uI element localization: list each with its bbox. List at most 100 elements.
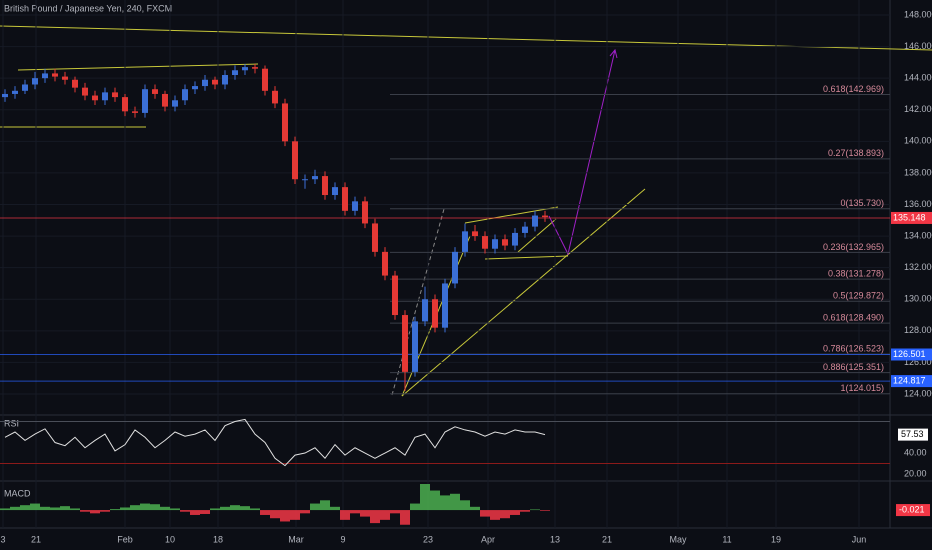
fib-label: 0(135.730) — [840, 198, 884, 208]
candle-body — [422, 299, 428, 322]
trend-line — [464, 206, 559, 224]
candle-body — [22, 84, 28, 91]
candle-body — [542, 215, 548, 218]
fib-label: 0.618(128.490) — [823, 312, 884, 322]
candle-body — [32, 78, 38, 85]
macd-bar — [470, 506, 480, 511]
candle-body — [162, 93, 168, 107]
x-tick-label: 21 — [602, 534, 612, 544]
candle-body — [62, 76, 68, 80]
fib-label: 0.27(138.893) — [828, 148, 884, 158]
macd-bar — [270, 510, 280, 519]
macd-bar — [110, 509, 120, 511]
candle-body — [242, 67, 248, 71]
y-tick-label: 124.000 — [904, 388, 932, 398]
candle-body — [252, 67, 258, 69]
rsi-line — [4, 418, 546, 467]
macd-bar — [450, 493, 460, 511]
macd-bar — [190, 510, 200, 515]
x-tick-label: May — [669, 534, 687, 544]
candle-body — [532, 215, 538, 227]
fib-label: 0.236(132.965) — [823, 242, 884, 252]
x-tick-label: 19 — [771, 534, 781, 544]
price-label-bg — [891, 375, 932, 388]
candle-body — [152, 89, 158, 94]
candle-body — [372, 223, 378, 252]
y-tick-label: 146.000 — [904, 41, 932, 51]
fib-label: 0.5(129.872) — [833, 291, 884, 301]
macd-bar — [440, 495, 450, 511]
macd-bar — [320, 500, 330, 511]
macd-bar — [210, 508, 220, 511]
macd-bar — [170, 508, 180, 511]
macd-bar — [360, 510, 370, 517]
candle-body — [282, 103, 288, 142]
macd-bar — [350, 510, 360, 514]
macd-label: MACD — [4, 488, 31, 498]
candle-body — [272, 90, 278, 104]
macd-current-bg — [896, 504, 930, 517]
candle-body — [262, 68, 268, 91]
macd-bar — [50, 507, 60, 511]
price-label-bg — [891, 348, 932, 361]
macd-bar — [90, 510, 100, 514]
candle-body — [42, 73, 48, 79]
macd-bar — [280, 510, 290, 522]
rsi-tick-label: 40.00 — [904, 447, 927, 457]
macd-bar — [250, 508, 260, 511]
candle-body — [92, 95, 98, 101]
candle-body — [132, 111, 138, 113]
fib-label: 1(124.015) — [840, 383, 884, 393]
fib-label: 0.618(142.969) — [823, 84, 884, 94]
macd-bar — [430, 490, 440, 511]
x-tick-label: 3 — [0, 534, 5, 544]
candle-body — [172, 100, 178, 107]
rsi-tick-label: 20.00 — [904, 468, 927, 478]
chart-title: British Pound / Japanese Yen, 240, FXCM — [4, 3, 172, 13]
candle-body — [12, 90, 18, 94]
macd-bar — [420, 484, 430, 511]
price-label: 124.817 — [893, 375, 926, 385]
trend-line — [517, 218, 557, 253]
macd-bar — [530, 509, 540, 511]
macd-bar — [330, 506, 340, 511]
rsi-current: 57.53 — [901, 429, 924, 439]
macd-bar — [310, 503, 320, 511]
macd-bar — [480, 510, 490, 517]
trend-line — [484, 255, 569, 260]
macd-bar — [200, 510, 210, 514]
x-tick-label: 21 — [31, 534, 41, 544]
candle-body — [202, 79, 208, 87]
candle-body — [112, 92, 118, 98]
candle-body — [332, 187, 338, 196]
macd-bar — [80, 510, 90, 512]
macd-current: -0.021 — [899, 504, 925, 514]
macd-bar — [130, 505, 140, 511]
macd-bar — [520, 510, 530, 512]
x-tick-label: Jun — [852, 534, 867, 544]
candle-body — [412, 321, 418, 372]
candle-body — [212, 79, 218, 85]
candle-body — [302, 179, 308, 181]
macd-bar — [460, 500, 470, 511]
macd-bar — [490, 510, 500, 520]
macd-bar — [390, 510, 400, 514]
macd-bar — [220, 506, 230, 511]
candle-body — [472, 231, 478, 237]
candle-body — [182, 89, 188, 101]
macd-bar — [290, 510, 300, 520]
candle-body — [342, 187, 348, 211]
macd-bar — [500, 510, 510, 519]
x-tick-label: Mar — [288, 534, 304, 544]
macd-bar — [230, 505, 240, 511]
macd-bar — [150, 504, 160, 511]
x-tick-label: 10 — [165, 534, 175, 544]
macd-bar — [400, 510, 410, 525]
candle-body — [392, 275, 398, 316]
drawings — [0, 25, 932, 397]
macd-bar — [240, 506, 250, 511]
fib-label: 0.38(131.278) — [828, 268, 884, 278]
candle-body — [432, 299, 438, 328]
x-tick-label: Apr — [481, 534, 495, 544]
candle-body — [82, 87, 88, 96]
